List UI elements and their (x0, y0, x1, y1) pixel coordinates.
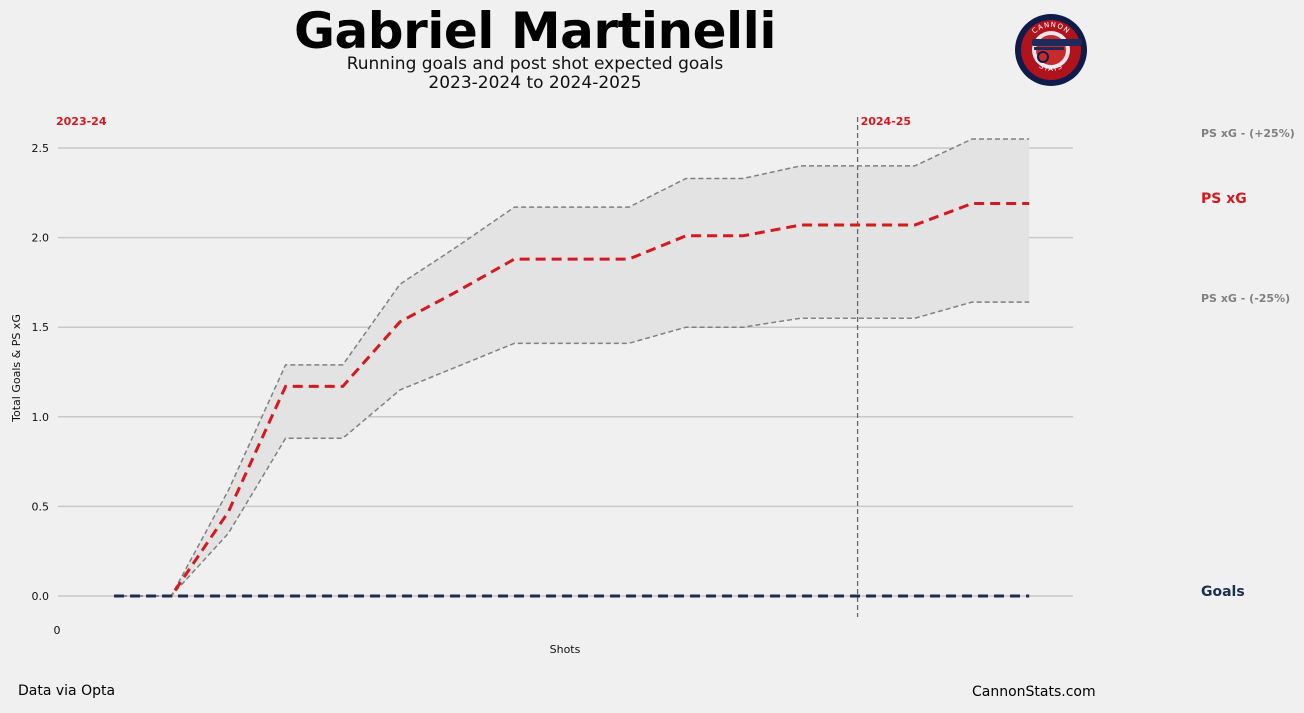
subtitle-line-1: Running goals and post shot expected goa… (346, 54, 724, 74)
chart-subtitle: Running goals and post shot expected goa… (0, 55, 1070, 93)
data-source-credit: Data via Opta (18, 683, 116, 699)
svg-text:STATS: STATS (1038, 62, 1065, 73)
site-credit: CannonStats.com (972, 684, 1096, 700)
y-axis-title: Total Goals & PS xG (10, 314, 23, 423)
season-label: 2024-25 (861, 115, 912, 128)
cannon-stats-logo: CANNON STATS (1015, 14, 1087, 86)
series-line (114, 138, 1030, 597)
series-line (114, 202, 1030, 598)
series-label: PS xG - (+25%) (1201, 127, 1295, 140)
y-tick-label: 2.0 (32, 232, 50, 245)
uncertainty-band (114, 139, 1030, 597)
x-tick-label: 0 (54, 624, 61, 637)
subtitle-line-2: 2023-2024 to 2024-2025 (428, 73, 642, 93)
y-tick-label: 2.5 (32, 142, 50, 155)
season-label: 2023-24 (56, 115, 107, 128)
series-label: PS xG - (-25%) (1201, 292, 1290, 305)
y-tick-label: 1.0 (32, 411, 50, 424)
y-tick-label: 0.0 (32, 590, 50, 603)
y-tick-label: 0.5 (32, 500, 50, 513)
x-axis-title: Shots (550, 643, 581, 656)
series-label: PS xG (1201, 191, 1247, 207)
series-line (114, 301, 1030, 597)
y-tick-label: 1.5 (32, 321, 50, 334)
chart-title: Gabriel Martinelli (294, 2, 776, 60)
series-label: Goals (1201, 584, 1245, 600)
